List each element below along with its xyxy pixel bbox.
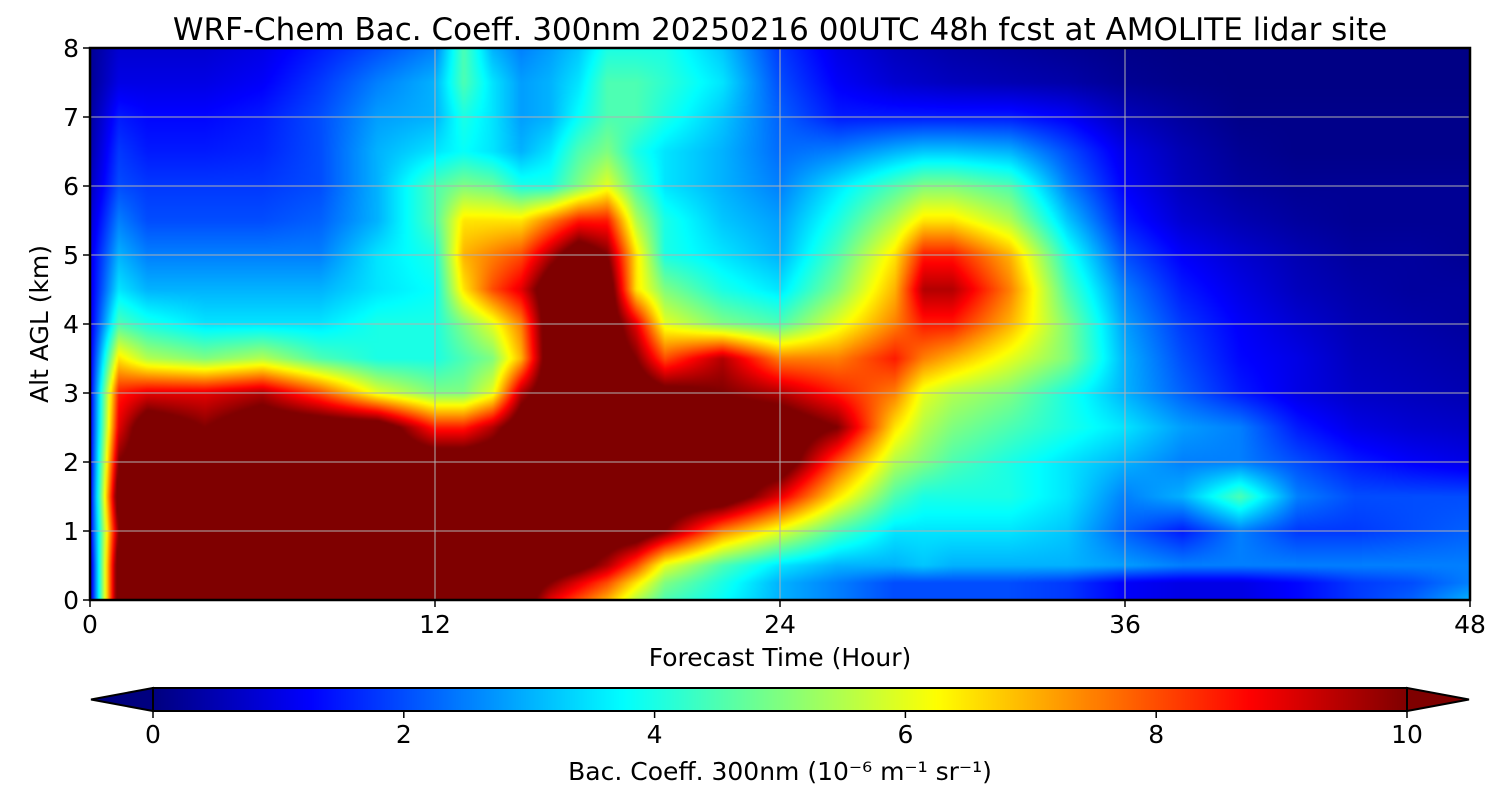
colorbar-under-arrow (90, 686, 154, 713)
colorbar-gradient (153, 688, 1407, 711)
y-axis-label: Alt AGL (km) (25, 245, 54, 403)
y-tick-label: 4 (63, 310, 79, 339)
x-tick-label: 36 (1109, 610, 1141, 639)
colorbar-over-arrow (1406, 686, 1470, 713)
y-tick-label: 7 (63, 103, 79, 132)
colorbar-ticks: 0 2 4 6 8 10 (145, 711, 1423, 749)
y-tick-label: 2 (63, 448, 79, 477)
colorbar: 0 2 4 6 8 10 (90, 686, 1470, 749)
x-axis-label: Forecast Time (Hour) (649, 643, 912, 672)
y-tick-label: 8 (63, 34, 79, 63)
colorbar-tick-label: 6 (897, 720, 913, 749)
colorbar-tick-label: 8 (1148, 720, 1164, 749)
y-tick-label: 1 (63, 517, 79, 546)
y-tick-label: 5 (63, 241, 79, 270)
y-axis: 0 1 2 3 4 5 6 7 8 (63, 34, 90, 615)
y-tick-label: 0 (63, 586, 79, 615)
x-tick-label: 0 (82, 610, 98, 639)
colorbar-tick-label: 2 (396, 720, 412, 749)
y-tick-label: 3 (63, 379, 79, 408)
x-tick-label: 12 (419, 610, 451, 639)
colorbar-tick-label: 0 (145, 720, 161, 749)
x-axis: 0 12 24 36 48 (82, 600, 1486, 639)
plot-area (88, 46, 1472, 602)
colorbar-frame (152, 687, 1408, 712)
colorbar-tick-label: 4 (647, 720, 663, 749)
x-tick-label: 48 (1454, 610, 1486, 639)
colorbar-label: Bac. Coeff. 300nm (10⁻⁶ m⁻¹ sr⁻¹) (568, 757, 992, 786)
y-tick-label: 6 (63, 172, 79, 201)
x-tick-label: 24 (764, 610, 796, 639)
chart-title: WRF-Chem Bac. Coeff. 300nm 20250216 00UT… (173, 12, 1387, 48)
colorbar-tick-label: 10 (1391, 720, 1423, 749)
